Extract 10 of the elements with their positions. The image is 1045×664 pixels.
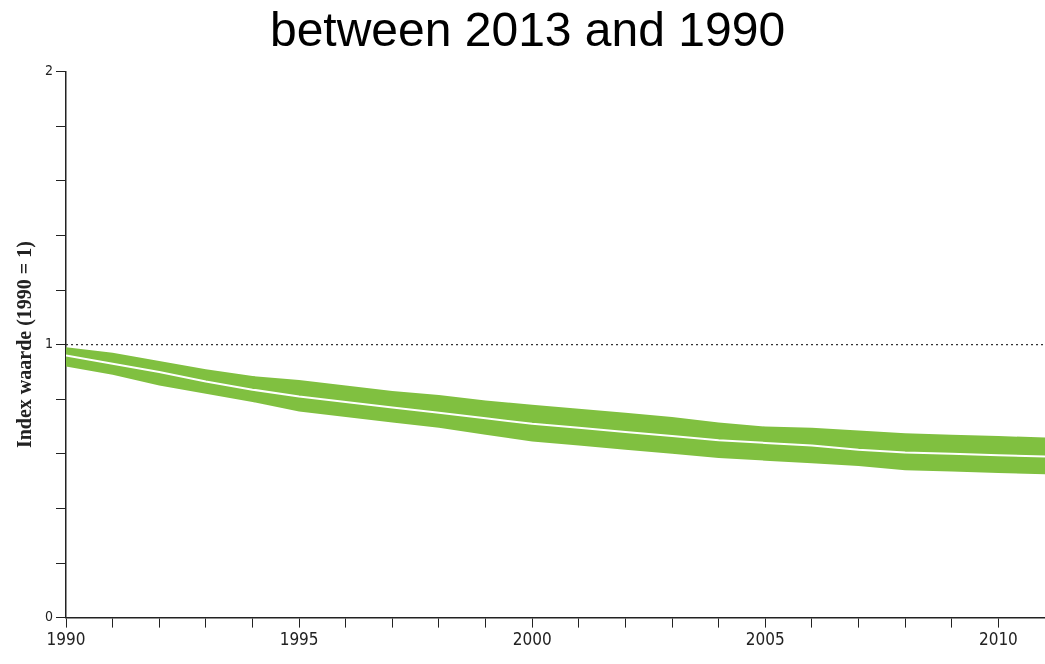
chart-title: between 2013 and 1990 xyxy=(269,3,786,57)
y-tick-label: 1 xyxy=(45,335,54,352)
x-tick-label: 1995 xyxy=(279,629,319,650)
x-tick-label: 2010 xyxy=(978,629,1018,650)
y-axis-title: Index waarde (1990 = 1) xyxy=(13,241,37,449)
y-tick-label: 0 xyxy=(45,608,54,625)
x-tick-label: 1990 xyxy=(46,629,86,650)
x-tick-label: 2000 xyxy=(512,629,552,650)
y-tick-label: 2 xyxy=(45,62,54,79)
x-tick-label: 2005 xyxy=(745,629,785,650)
